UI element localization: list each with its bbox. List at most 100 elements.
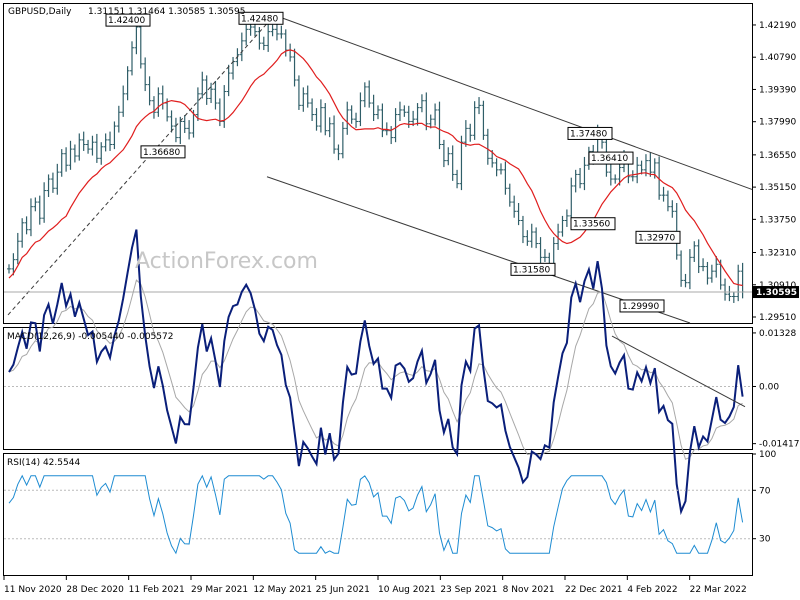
- price-bar: [507, 183, 512, 207]
- price-bar: [727, 285, 732, 302]
- price-bar: [485, 128, 490, 165]
- price-bar: [46, 174, 51, 198]
- price-bar: [86, 139, 91, 154]
- x-tick-label: 11 Nov 2020: [4, 585, 62, 595]
- price-bar: [424, 92, 429, 131]
- price-bar: [393, 108, 398, 143]
- price-bar: [578, 167, 583, 189]
- price-bar: [28, 198, 33, 237]
- price-bar: [292, 48, 297, 87]
- moving-average-line: [8, 49, 743, 287]
- price-bar: [419, 94, 424, 113]
- price-callout-box: [588, 151, 634, 165]
- price-bar: [261, 36, 266, 51]
- price-bar: [560, 215, 565, 237]
- watermark: ActionForex.com: [135, 249, 318, 274]
- price-tick-label: 1.40790: [759, 53, 796, 63]
- x-tick-label: 8 Nov 2021: [503, 585, 555, 595]
- price-tick-label: 1.33750: [759, 215, 796, 225]
- price-callout: 1.31580: [513, 265, 550, 275]
- price-bar: [314, 108, 319, 131]
- price-bar: [450, 145, 455, 181]
- price-bar: [441, 139, 446, 168]
- price-bar: [687, 249, 692, 290]
- rsi-label: RSI(14) 42.5544: [7, 458, 80, 468]
- price-bar: [503, 161, 508, 195]
- rsi-line: [8, 474, 744, 555]
- price-panel: 1.42190 1.40790 1.39390 1.37990 1.36550 1.351…: [4, 11, 799, 324]
- x-tick-label: 11 Feb 2021: [129, 585, 185, 595]
- price-bar: [143, 57, 148, 92]
- price-bar: [556, 223, 561, 250]
- price-bar: [529, 223, 534, 248]
- price-bar: [310, 98, 315, 122]
- price-bar: [516, 203, 521, 226]
- price-bar: [7, 264, 11, 274]
- x-tick-label: 28 Dec 2020: [66, 585, 124, 595]
- macd-label: MACD(12,26,9) -0.005440 -0.005572: [7, 332, 173, 342]
- price-callout: 1.42400: [108, 16, 145, 26]
- x-tick-label: 10 Aug 2021: [378, 585, 436, 595]
- price-bar: [692, 241, 697, 262]
- current-price-box: [753, 286, 799, 299]
- price-bar: [468, 123, 473, 142]
- channel-upper-line: [282, 17, 753, 190]
- price-bar: [362, 82, 367, 108]
- price-bar: [305, 85, 310, 108]
- price-tick-label: 1.32310: [759, 249, 796, 259]
- price-bar: [477, 97, 482, 115]
- price-callout-box: [619, 299, 665, 313]
- price-bar: [723, 278, 728, 301]
- price-bar: [494, 158, 499, 177]
- price-bar: [635, 156, 640, 184]
- price-bar: [37, 195, 42, 225]
- price-bar: [433, 103, 438, 126]
- price-bar: [204, 75, 209, 105]
- price-bar: [525, 230, 530, 246]
- price-bar: [72, 144, 77, 163]
- price-bar: [679, 250, 684, 287]
- price-bar: [354, 112, 359, 128]
- macd-tick-label: -0.014173: [759, 440, 800, 450]
- price-bar: [397, 101, 402, 122]
- price-bar: [64, 147, 69, 172]
- price-bar: [327, 117, 332, 138]
- price-bar: [349, 105, 354, 124]
- price-bar: [696, 239, 701, 274]
- x-tick-label: 23 Sep 2021: [440, 585, 497, 595]
- price-bar: [376, 105, 380, 120]
- price-bar: [94, 133, 99, 163]
- price-tick-label: 1.29510: [759, 313, 796, 323]
- price-bar: [472, 101, 477, 140]
- price-bar: [564, 209, 569, 227]
- price-bar: [323, 103, 328, 136]
- price-bar: [77, 133, 82, 161]
- price-bar: [683, 273, 688, 288]
- price-bar: [318, 99, 323, 133]
- price-bar: [195, 87, 200, 122]
- price-bar: [130, 41, 134, 76]
- rsi-tick-label: 30: [759, 535, 771, 545]
- price-bar: [59, 149, 64, 177]
- price-callout-box: [105, 13, 151, 27]
- price-bar: [499, 163, 503, 175]
- price-bar: [411, 110, 416, 127]
- price-bar: [108, 131, 113, 151]
- price-tick-label: 1.36550: [759, 151, 796, 161]
- x-axis: 11 Nov 2020 28 Dec 2020 11 Feb 2021 29 Mar …: [3, 576, 747, 595]
- price-callout-box: [635, 230, 681, 244]
- price-bar: [11, 253, 16, 276]
- x-tick-label: 4 Feb 2022: [627, 585, 677, 595]
- price-bar: [209, 82, 214, 104]
- price-bar: [617, 161, 622, 186]
- price-bar: [736, 264, 741, 302]
- price-bar: [542, 249, 547, 262]
- price-bar: [169, 110, 174, 133]
- price-bar: [68, 140, 73, 170]
- price-bar: [81, 131, 86, 151]
- price-bar: [415, 103, 420, 126]
- price-bar: [608, 163, 613, 186]
- x-tick-label: 22 Mar 2022: [690, 585, 747, 595]
- price-bar: [55, 163, 60, 195]
- macd-tick-label: 0.01328: [759, 329, 796, 339]
